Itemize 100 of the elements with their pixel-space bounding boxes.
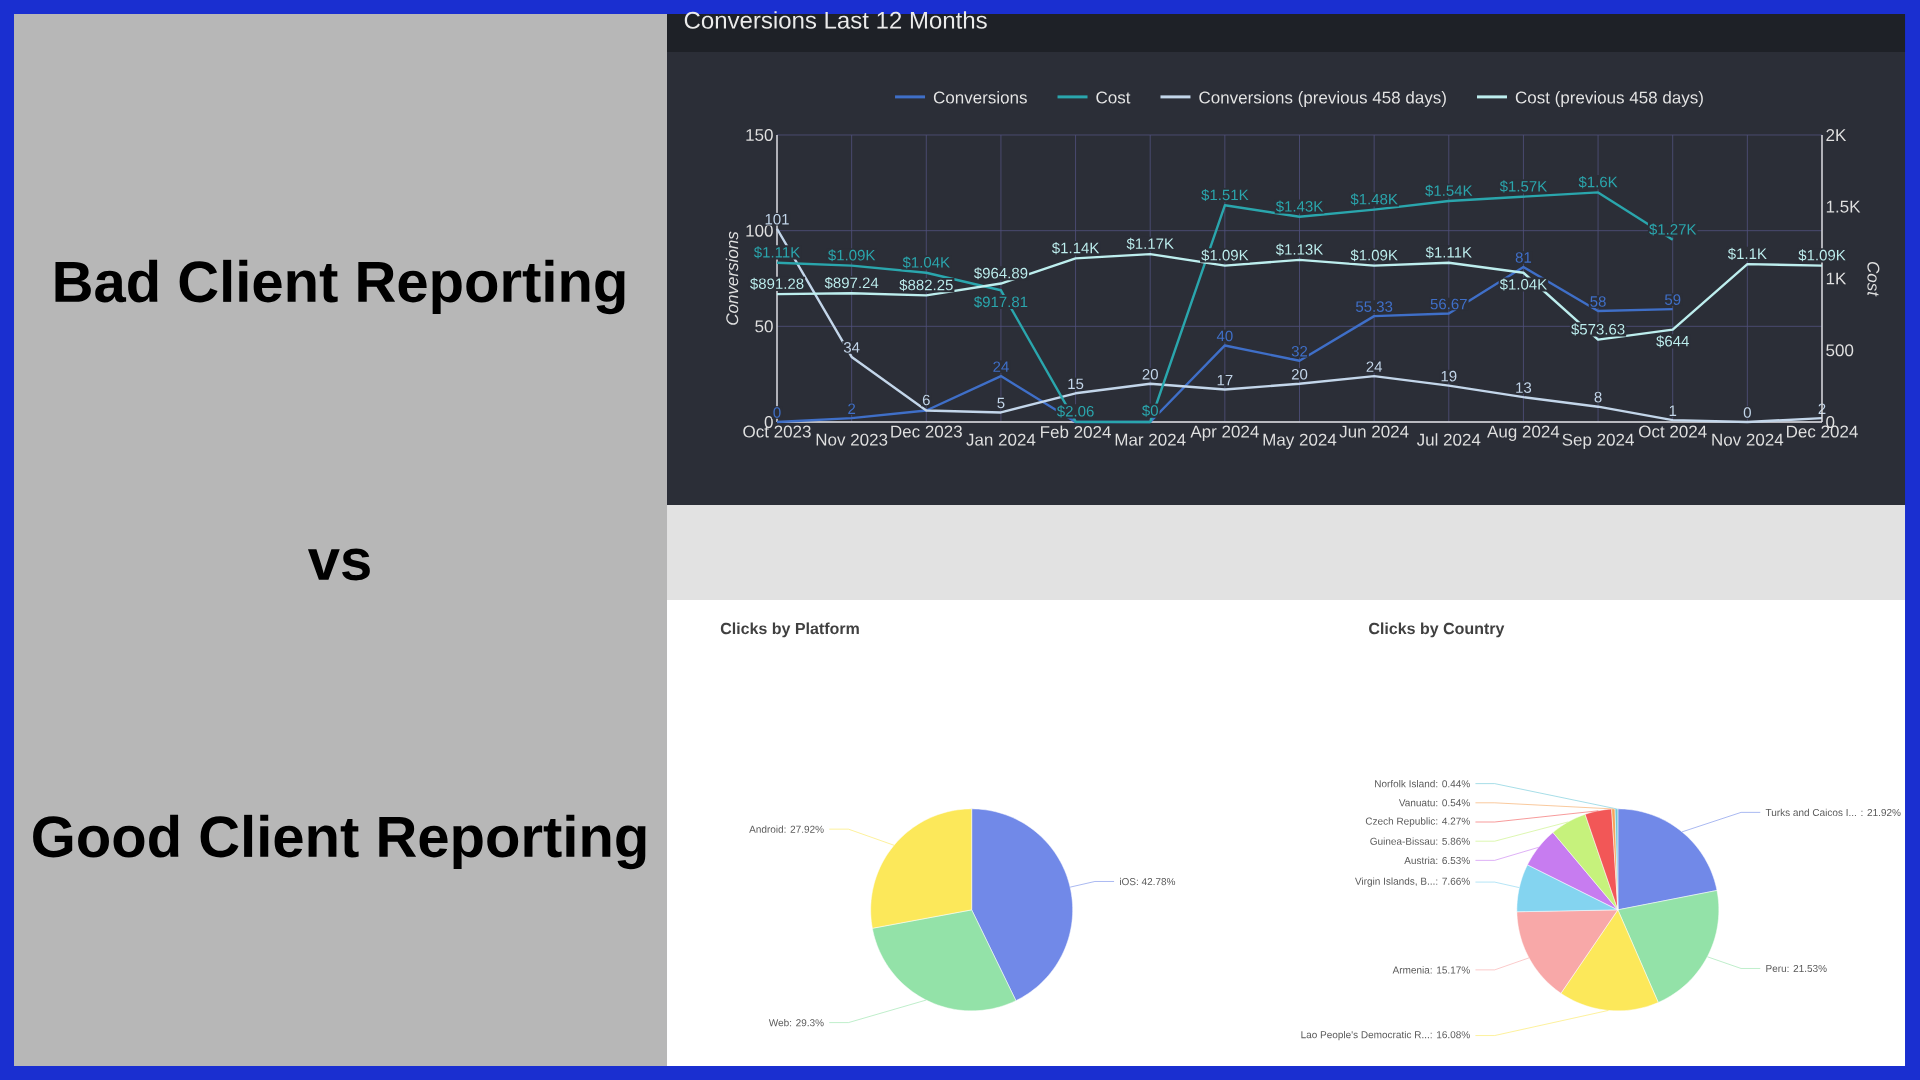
data-label: 1 [1669,405,1677,416]
y2-tick-label: 1K [1826,272,1847,285]
data-label: $1.27K [1649,223,1697,236]
x-tick-label: May 2024 [1263,433,1337,450]
slice-label: Turks and Caicos I... [1765,808,1856,817]
data-label: 34 [843,342,860,353]
data-label: 40 [1216,330,1233,342]
x-tick-label: Jun 2024 [1339,425,1409,438]
data-label: $644 [1656,335,1689,348]
y2-tick-label: 2K [1826,129,1847,141]
data-label: $573.63 [1571,323,1625,336]
data-label: $1.43K [1275,200,1324,213]
data-label: 59 [1664,294,1681,305]
data-label: $1.09K [1350,249,1398,262]
text: Bad Client Reporting [55,259,625,315]
data-label: $2.06 [1056,405,1094,418]
data-label: 13 [1516,382,1532,393]
data-label: 58 [1590,296,1606,307]
data-label: : 6.53% [1436,856,1470,865]
y-tick-label: 150 [746,128,773,142]
x-tick-label: Apr 2024 [1190,425,1259,441]
data-label: $1.48K [1350,193,1398,206]
data-label: $1.51K [1201,188,1249,202]
data-label: 101 [765,213,789,225]
data-label: $1.04K [902,256,950,269]
data-label: 8 [1594,391,1602,403]
data-label: $891.28 [750,277,804,290]
data-label: 20 [1142,368,1158,380]
legend-label: Conversions (previous 458 days) [1199,91,1446,107]
data-label: $917.81 [973,295,1028,309]
slice-label: Armenia [1392,966,1430,974]
data-label: $897.24 [824,276,879,290]
data-label: : 0.44% [1436,780,1470,788]
data-label: : 15.17% [1430,966,1470,974]
slice-label: Virgin Islands, B... [1355,877,1435,887]
x-tick-label: Jan 2024 [966,433,1036,446]
data-label: : 21.53% [1787,964,1827,973]
data-label: 24 [993,361,1009,372]
x-tick-label: Mar 2024 [1115,433,1186,446]
data-label: $1.6K [1578,176,1618,189]
data-label: : 42.78% [1136,878,1176,886]
data-label: $1.54K [1425,184,1473,197]
text: Good Client Reporting [33,814,646,870]
x-tick-label: Oct 2024 [1639,425,1707,438]
data-label: : 7.66% [1436,877,1470,885]
x-tick-label: Aug 2024 [1487,425,1560,441]
data-label: $1.04K [1499,278,1548,291]
data-label: $1.11K [1425,246,1472,259]
chart-title: Clicks by Country [1369,622,1505,638]
data-label: 0 [1743,407,1751,418]
legend-label: Cost [1096,91,1131,104]
text: vs [307,548,370,581]
y-tick-label: 50 [755,320,773,333]
data-label: $1.17K [1126,237,1174,250]
y2-axis-title: Cost [1867,261,1880,297]
data-label: $0 [1142,404,1158,417]
y-tick-label: 100 [746,224,773,237]
data-label: 19 [1441,370,1457,382]
legend-label: Cost (previous 458 days) [1515,91,1703,107]
data-label: 24 [1366,361,1383,372]
data-label: 5 [997,397,1005,409]
slice-label: Web [768,1018,789,1027]
y-axis-title: Conversions [725,231,739,325]
data-label: 6 [922,394,930,406]
data-label: 55.33 [1355,301,1393,312]
data-label: : 29.3% [790,1019,824,1027]
y2-tick-label: 1.5K [1826,200,1861,213]
data-label: 17 [1217,374,1233,386]
x-tick-label: Feb 2024 [1041,425,1111,439]
slice-label: Norfolk Island [1375,779,1435,788]
slice-label: Czech Republic [1365,817,1436,827]
data-label: : 0.54% [1436,799,1470,807]
data-label: 81 [1515,252,1532,263]
data-label: $1.09K [1201,249,1249,262]
legend-label: Conversions [933,91,1027,104]
data-label: $1.09K [1798,249,1846,262]
slice-label: Lao People's Democratic R... [1301,1030,1429,1041]
data-label: 15 [1068,378,1084,390]
data-label: $1.57K [1499,180,1548,193]
slice-label: Peru [1766,965,1786,973]
data-label: : 27.92% [784,825,824,833]
data-label: 20 [1291,368,1308,380]
y2-tick-label: 500 [1826,344,1854,357]
data-label: : 5.86% [1436,837,1470,845]
slice-label: Vanuatu [1398,799,1435,807]
data-label: 56.67 [1430,298,1467,310]
x-tick-label: Sep 2024 [1562,433,1634,450]
data-label: 2 [848,403,856,414]
data-label: $882.25 [899,279,953,292]
data-label: 32 [1291,345,1308,357]
slice-label: Austria [1404,856,1436,865]
data-label: $964.89 [973,267,1028,280]
data-label: $1.14K [1051,242,1100,255]
x-tick-label: Nov 2024 [1712,433,1784,446]
data-label: : 4.27% [1436,817,1470,825]
slice-label: iOS [1120,877,1136,886]
chart-title: Clicks by Platform [720,622,859,638]
data-label: 0 [773,407,781,418]
data-label: $1.09K [828,249,876,262]
data-label: : 21.92% [1861,808,1901,817]
